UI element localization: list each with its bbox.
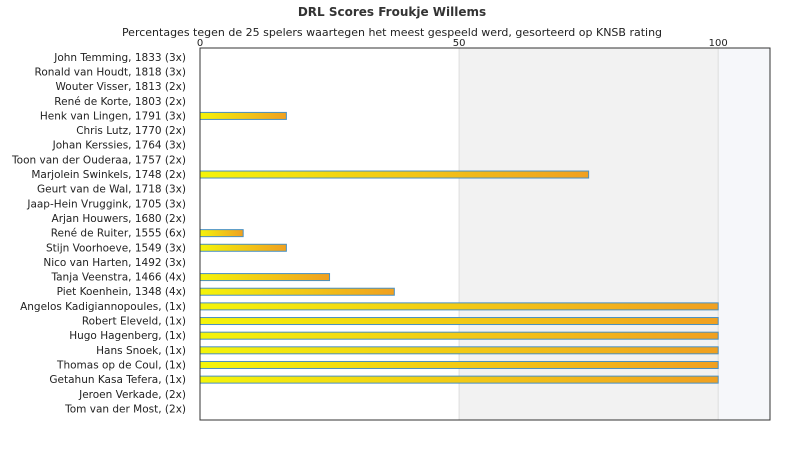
category-label: John Temming, 1833 (3x) <box>53 52 186 64</box>
bar <box>199 111 287 120</box>
bar <box>199 302 719 311</box>
category-label: Getahun Kasa Tefera, (1x) <box>49 374 186 386</box>
category-labels: John Temming, 1833 (3x) Ronald van Houdt,… <box>11 52 186 416</box>
category-label: Hugo Hagenberg, (1x) <box>69 330 186 342</box>
category-label: Wouter Visser, 1813 (2x) <box>56 81 187 93</box>
category-label: Geurt van de Wal, 1718 (3x) <box>37 184 186 196</box>
x-axis-ticks: 0 50 100 <box>197 38 728 49</box>
bar <box>199 375 719 384</box>
bar <box>199 360 719 369</box>
bar <box>199 273 331 282</box>
category-label: Robert Eleveld, (1x) <box>82 316 186 328</box>
bar <box>199 346 719 355</box>
category-label: Jaap-Hein Vruggink, 1705 (3x) <box>26 198 186 210</box>
category-label: Arjan Houwers, 1680 (2x) <box>52 213 186 225</box>
category-label: Tom van der Most, (2x) <box>64 403 186 415</box>
category-label: René de Korte, 1803 (2x) <box>54 96 186 108</box>
chart-title: DRL Scores Froukje Willems <box>298 5 486 19</box>
category-label: Chris Lutz, 1770 (2x) <box>76 125 186 137</box>
category-label: Nico van Harten, 1492 (3x) <box>43 257 186 269</box>
grid-band-100-max <box>718 48 770 420</box>
chart-subtitle: Percentages tegen de 25 spelers waartege… <box>122 26 662 39</box>
category-label: Johan Kerssies, 1764 (3x) <box>52 140 186 152</box>
category-label: Henk van Lingen, 1791 (3x) <box>40 110 186 122</box>
bar-series <box>199 111 719 384</box>
bar <box>199 243 287 252</box>
bar <box>199 287 395 296</box>
x-tick-label: 100 <box>709 38 728 49</box>
category-label: Marjolein Swinkels, 1748 (2x) <box>31 169 186 181</box>
category-label: Piet Koenhein, 1348 (4x) <box>57 286 186 298</box>
x-tick-label: 0 <box>197 38 203 49</box>
category-label: Toon van der Ouderaa, 1757 (2x) <box>11 154 186 166</box>
grid-bands <box>458 48 770 420</box>
category-label: Thomas op de Coul, (1x) <box>56 359 186 371</box>
bar <box>199 331 719 340</box>
category-label: Stijn Voorhoeve, 1549 (3x) <box>46 242 186 254</box>
bar <box>199 170 590 179</box>
grid-band-50-100 <box>459 48 719 420</box>
category-label: Angelos Kadigiannopoules, (1x) <box>20 301 186 313</box>
category-label: Jeroen Verkade, (2x) <box>78 389 186 401</box>
x-tick-label: 50 <box>453 38 466 49</box>
category-label: Ronald van Houdt, 1818 (3x) <box>35 66 186 78</box>
category-label: René de Ruiter, 1555 (6x) <box>51 228 186 240</box>
plot-frame <box>199 47 771 421</box>
bar <box>199 317 719 326</box>
category-label: Tanja Veenstra, 1466 (4x) <box>50 272 186 284</box>
bar <box>199 229 244 238</box>
category-label: Hans Snoek, (1x) <box>96 345 186 357</box>
